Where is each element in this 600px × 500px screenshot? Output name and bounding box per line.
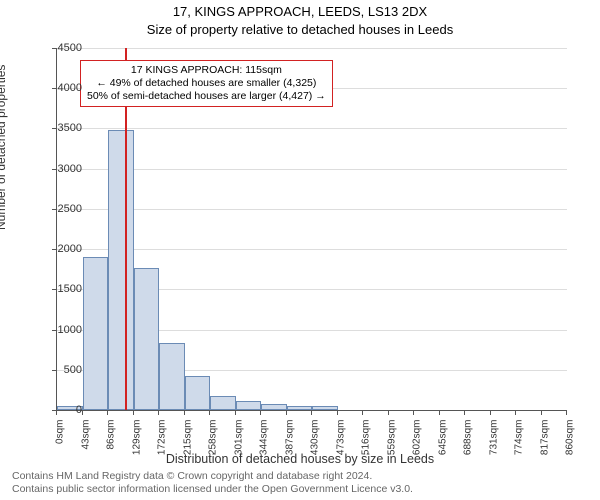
xtick-mark — [286, 410, 287, 415]
xtick-mark — [566, 410, 567, 415]
xtick-label: 602sqm — [412, 420, 423, 480]
histogram-bar — [159, 343, 185, 410]
xtick-label: 688sqm — [463, 420, 474, 480]
xtick-mark — [209, 410, 210, 415]
xtick-label: 301sqm — [233, 420, 244, 480]
xtick-mark — [311, 410, 312, 415]
xtick-label: 860sqm — [565, 420, 576, 480]
chart-container: 17, KINGS APPROACH, LEEDS, LS13 2DX Size… — [0, 0, 600, 500]
xtick-mark — [362, 410, 363, 415]
xtick-mark — [56, 410, 57, 415]
xtick-mark — [235, 410, 236, 415]
gridline — [57, 249, 567, 250]
histogram-bar — [185, 376, 211, 410]
xtick-mark — [260, 410, 261, 415]
histogram-bar — [261, 404, 287, 410]
xtick-label: 258sqm — [208, 420, 219, 480]
histogram-bar — [236, 401, 262, 410]
gridline — [57, 169, 567, 170]
xtick-label: 172sqm — [157, 420, 168, 480]
xtick-mark — [107, 410, 108, 415]
xtick-label: 344sqm — [259, 420, 270, 480]
annotation-line-2: ← 49% of detached houses are smaller (4,… — [87, 77, 326, 90]
ytick-label: 2000 — [52, 243, 82, 255]
histogram-bar — [134, 268, 160, 410]
xtick-mark — [133, 410, 134, 415]
histogram-bar — [210, 396, 236, 410]
ytick-label: 500 — [52, 364, 82, 376]
xtick-mark — [82, 410, 83, 415]
annotation-box: 17 KINGS APPROACH: 115sqm ← 49% of detac… — [80, 60, 333, 107]
y-axis-label: Number of detached properties — [0, 65, 8, 230]
xtick-label: 645sqm — [437, 420, 448, 480]
xtick-mark — [184, 410, 185, 415]
xtick-label: 731sqm — [488, 420, 499, 480]
xtick-mark — [158, 410, 159, 415]
title-line-1: 17, KINGS APPROACH, LEEDS, LS13 2DX — [0, 4, 600, 19]
xtick-mark — [413, 410, 414, 415]
xtick-mark — [464, 410, 465, 415]
histogram-bar — [287, 406, 313, 410]
ytick-label: 3500 — [52, 122, 82, 134]
xtick-label: 215sqm — [182, 420, 193, 480]
xtick-label: 473sqm — [335, 420, 346, 480]
ytick-label: 2500 — [52, 203, 82, 215]
ytick-label: 1000 — [52, 324, 82, 336]
xtick-label: 43sqm — [80, 420, 91, 480]
xtick-label: 559sqm — [386, 420, 397, 480]
annotation-line-3: 50% of semi-detached houses are larger (… — [87, 90, 326, 103]
xtick-mark — [541, 410, 542, 415]
annotation-line-1: 17 KINGS APPROACH: 115sqm — [87, 64, 326, 77]
xtick-label: 817sqm — [539, 420, 550, 480]
xtick-label: 430sqm — [310, 420, 321, 480]
xtick-mark — [515, 410, 516, 415]
xtick-label: 774sqm — [514, 420, 525, 480]
histogram-bar — [312, 406, 338, 410]
gridline — [57, 209, 567, 210]
ytick-label: 4000 — [52, 82, 82, 94]
histogram-bar — [108, 130, 134, 410]
xtick-mark — [439, 410, 440, 415]
gridline — [57, 48, 567, 49]
gridline — [57, 128, 567, 129]
footer-line-2: Contains public sector information licen… — [12, 483, 413, 497]
xtick-label: 516sqm — [361, 420, 372, 480]
xtick-label: 0sqm — [55, 420, 66, 480]
title-line-2: Size of property relative to detached ho… — [0, 22, 600, 37]
xtick-mark — [388, 410, 389, 415]
xtick-label: 86sqm — [106, 420, 117, 480]
xtick-mark — [337, 410, 338, 415]
xtick-label: 387sqm — [284, 420, 295, 480]
ytick-label: 3000 — [52, 163, 82, 175]
xtick-label: 129sqm — [131, 420, 142, 480]
histogram-bar — [83, 257, 109, 410]
xtick-mark — [490, 410, 491, 415]
ytick-label: 1500 — [52, 283, 82, 295]
ytick-label: 4500 — [52, 42, 82, 54]
